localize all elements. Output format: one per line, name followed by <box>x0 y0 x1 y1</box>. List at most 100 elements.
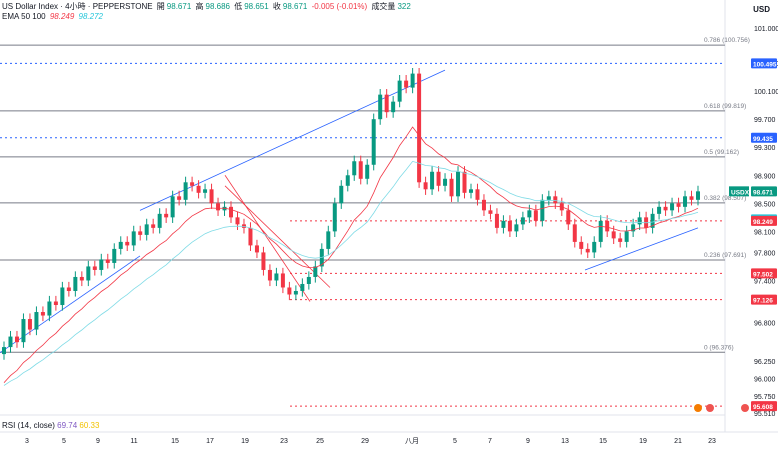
low-value: 98.651 <box>244 2 269 11</box>
candle-body <box>170 196 175 218</box>
open-value: 98.671 <box>166 2 192 11</box>
price-label-box <box>751 401 777 412</box>
candle-body <box>527 210 532 218</box>
candle-body <box>313 266 318 277</box>
y-tick-label: 97.800 <box>754 250 776 257</box>
x-tick-label: 13 <box>561 438 569 445</box>
candle-body <box>566 210 571 225</box>
candle-body <box>66 287 71 291</box>
price-label-text: 100.495 <box>753 61 777 68</box>
x-tick-label: 9 <box>96 438 100 445</box>
symbol-title: US Dollar Index · 4小時 · PEPPERSTONE <box>2 2 153 11</box>
candle-body <box>151 224 156 228</box>
fib-level-label: 0.618 (99.819) <box>704 103 746 110</box>
ema100-line <box>3 160 699 386</box>
candle-body <box>436 171 441 186</box>
flag-marker-icon <box>741 404 749 412</box>
candle-body <box>683 196 688 207</box>
event-marker-icon <box>694 404 702 412</box>
candle-body <box>391 101 396 113</box>
currency-label[interactable]: USD <box>753 5 770 14</box>
y-tick-label: 98.500 <box>754 201 776 208</box>
price-tag-text: USDX <box>731 189 750 196</box>
price-label-box <box>751 215 777 226</box>
rsi-value: 69.74 <box>57 421 78 430</box>
candle-body <box>73 276 78 291</box>
candle-body <box>267 269 272 281</box>
candle-body <box>105 259 110 263</box>
y-tick-label: 95.510 <box>754 411 776 418</box>
y-tick-label: 96.250 <box>754 359 776 366</box>
candle-body <box>47 301 52 316</box>
candle-body <box>423 182 428 190</box>
price-label-box <box>751 186 777 197</box>
candle-body <box>339 185 344 204</box>
candle-body <box>92 266 97 270</box>
price-label-text: 97.502 <box>753 271 773 278</box>
candle-body <box>488 210 493 214</box>
trend-line-upper <box>139 69 446 211</box>
candle-body <box>663 206 668 211</box>
candle-body <box>229 206 234 218</box>
candle-body <box>352 161 357 176</box>
trend-line-lower <box>0 255 141 354</box>
candle-body <box>27 319 32 330</box>
y-tick-label: 95.750 <box>754 394 776 401</box>
candle-body <box>274 273 279 281</box>
candle-body <box>475 189 480 200</box>
candle-body <box>449 178 454 197</box>
close-value: 98.671 <box>282 2 308 11</box>
candle-body <box>306 276 311 284</box>
change-value: -0.005 (-0.01%) <box>311 2 368 11</box>
ema100-value: 98.272 <box>78 12 103 21</box>
candle-body <box>520 217 525 225</box>
candle-body <box>14 336 19 343</box>
x-tick-label: 21 <box>674 438 682 445</box>
candle-body <box>546 196 551 200</box>
price-label-box <box>751 132 777 143</box>
candle-body <box>501 220 506 228</box>
y-tick-label: 100.100 <box>754 89 778 96</box>
candle-body <box>611 231 616 239</box>
x-tick-label: 9 <box>526 438 530 445</box>
high-label: 高 <box>195 2 204 11</box>
low-label: 低 <box>234 2 243 11</box>
trend-line-recent <box>584 227 699 271</box>
candle-body <box>190 182 195 186</box>
x-tick-label: 29 <box>361 438 369 445</box>
channel-line-b <box>224 185 331 288</box>
candle-body <box>248 227 253 246</box>
x-tick-label: 11 <box>130 438 137 445</box>
candle-body <box>34 312 39 330</box>
fib-level-label: 0.236 (97.691) <box>704 252 746 259</box>
candle-body <box>177 196 182 200</box>
x-tick-label: 15 <box>171 438 179 445</box>
candle-body <box>624 231 629 242</box>
candle-body <box>481 199 486 211</box>
high-value: 98.686 <box>205 2 230 11</box>
fib-level-label: 0.5 (99.162) <box>704 149 739 156</box>
candle-body <box>605 220 610 232</box>
candle-body <box>494 213 499 228</box>
candle-body <box>222 206 227 211</box>
candle-body <box>689 196 694 200</box>
y-axis: 101.000100.500100.10099.70099.30098.9009… <box>729 26 778 418</box>
candle-body <box>585 248 590 253</box>
candle-body <box>332 203 337 232</box>
candle-body <box>417 73 422 183</box>
candle-body <box>404 80 409 88</box>
y-tick-label: 96.800 <box>754 321 776 328</box>
x-tick-label: 15 <box>599 438 607 445</box>
volume-value: 322 <box>397 2 411 11</box>
x-tick-label: 八月 <box>405 437 419 445</box>
candle-body <box>507 220 512 232</box>
candle-body <box>60 287 65 306</box>
price-label-text: 99.435 <box>753 136 773 143</box>
x-tick-label: 23 <box>280 438 288 445</box>
candle-body <box>326 231 331 249</box>
candle-body <box>631 224 636 232</box>
candle-body <box>209 189 214 204</box>
candle-body <box>138 231 143 235</box>
price-tag-box <box>729 186 749 197</box>
